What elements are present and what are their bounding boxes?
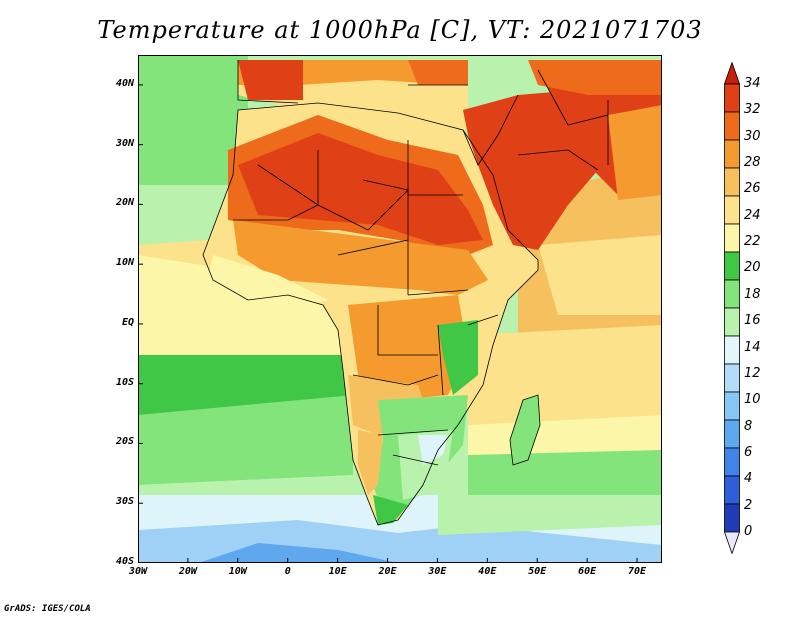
colorbar-level-label: 24	[744, 207, 761, 223]
lon-tick-label: 10E	[328, 566, 347, 577]
lon-tick-label: 30E	[428, 566, 447, 577]
colorbar-level-label: 10	[744, 392, 761, 408]
kalahari-pale	[418, 435, 448, 465]
sahara-core	[238, 133, 483, 245]
colorbar-swatch	[724, 223, 740, 253]
lat-tick-label: 40S	[115, 556, 134, 567]
colorbar-level-label: 14	[744, 339, 761, 355]
arabian-sea-yellow	[538, 235, 662, 315]
lat-tick-label: 10S	[115, 376, 134, 388]
colorbar-level-label: 4	[744, 471, 753, 487]
colorbar-level-label: 18	[744, 286, 761, 302]
lat-tick-label: 10N	[115, 257, 134, 269]
lon-tick-label: 50E	[528, 566, 547, 577]
colorbar-swatch	[724, 307, 740, 337]
colorbar-swatch	[724, 111, 740, 141]
colorbar-swatch	[724, 195, 740, 225]
lat-tick-label: 30N	[115, 137, 134, 149]
balkans-hot	[408, 60, 468, 85]
colorbar-level-label: 32	[744, 102, 761, 118]
country-borders	[202, 60, 609, 526]
south-atlantic-green	[138, 395, 353, 485]
colorbar-level-label: 12	[744, 365, 761, 381]
colorbar-swatch	[724, 251, 740, 281]
colorbar	[724, 62, 740, 554]
west-africa-yellow	[208, 255, 328, 305]
lon-tick-label: 20E	[378, 566, 397, 577]
lon-tick-label: 10W	[228, 566, 247, 577]
southern-blue	[198, 543, 398, 563]
colorbar-swatch	[724, 475, 740, 505]
colorbar-swatch	[724, 335, 740, 365]
colorbar-level-label: 0	[744, 524, 753, 539]
lon-tick-label: 40E	[478, 566, 497, 577]
colorbar-swatch	[724, 167, 740, 197]
indian-ocean-yellow	[468, 325, 662, 435]
colorbar-swatch	[724, 139, 740, 169]
colorbar-top-triangle	[724, 62, 740, 85]
lat-tick-label: 20S	[115, 436, 134, 448]
credit-text: GrADS: IGES/COLA	[4, 604, 91, 614]
colorbar-level-label: 22	[744, 234, 761, 250]
indian-ocean-lightgreen	[438, 495, 662, 535]
lon-tick-label: 0	[284, 566, 291, 577]
colorbar-level-label: 26	[744, 181, 761, 197]
colorbar-level-label: 28	[744, 155, 761, 171]
colorbar-level-label: 16	[744, 313, 761, 329]
lon-tick-label: 70E	[628, 566, 647, 577]
temperature-map	[138, 55, 662, 563]
colorbar-bottom-triangle	[724, 531, 740, 554]
east-africa-green	[438, 320, 478, 395]
lon-tick-label: 20W	[178, 566, 197, 577]
lat-tick-label: EQ	[121, 316, 134, 328]
colorbar-swatch	[724, 279, 740, 309]
colorbar-level-label: 30	[744, 128, 761, 144]
colorbar-swatch	[724, 503, 740, 533]
colorbar-level-label: 20	[744, 260, 761, 276]
lat-tick-label: 20N	[115, 197, 134, 209]
lat-tick-label: 30S	[115, 496, 134, 508]
colorbar-swatch	[724, 447, 740, 477]
colorbar-level-label: 8	[744, 418, 753, 434]
colorbar-level-label: 34	[744, 76, 761, 91]
lon-tick-label: 60E	[578, 566, 597, 577]
lat-tick-label: 40N	[115, 77, 134, 89]
colorbar-level-label: 2	[744, 497, 753, 513]
madagascar	[510, 395, 540, 465]
lat-tick-marks	[138, 84, 143, 563]
south-coast-green	[373, 495, 408, 525]
central-asia-orange	[528, 60, 662, 95]
map-frame	[138, 55, 662, 563]
lon-tick-label: 30W	[128, 566, 148, 577]
lon-tick-marks	[138, 558, 638, 563]
namibia-orange	[358, 430, 383, 495]
colorbar-level-label: 6	[744, 444, 753, 460]
iberia-hot	[238, 60, 303, 100]
india-west-orange	[608, 105, 662, 200]
chart-title: Temperature at 1000hPa [C], VT: 20210717…	[97, 16, 703, 44]
colorbar-swatch	[724, 419, 740, 449]
colorbar-swatch	[724, 363, 740, 393]
colorbar-swatch	[724, 83, 740, 113]
sahel-orange	[233, 220, 488, 295]
gulf-guinea-yellow	[138, 255, 353, 355]
colorbar-swatch	[724, 391, 740, 421]
